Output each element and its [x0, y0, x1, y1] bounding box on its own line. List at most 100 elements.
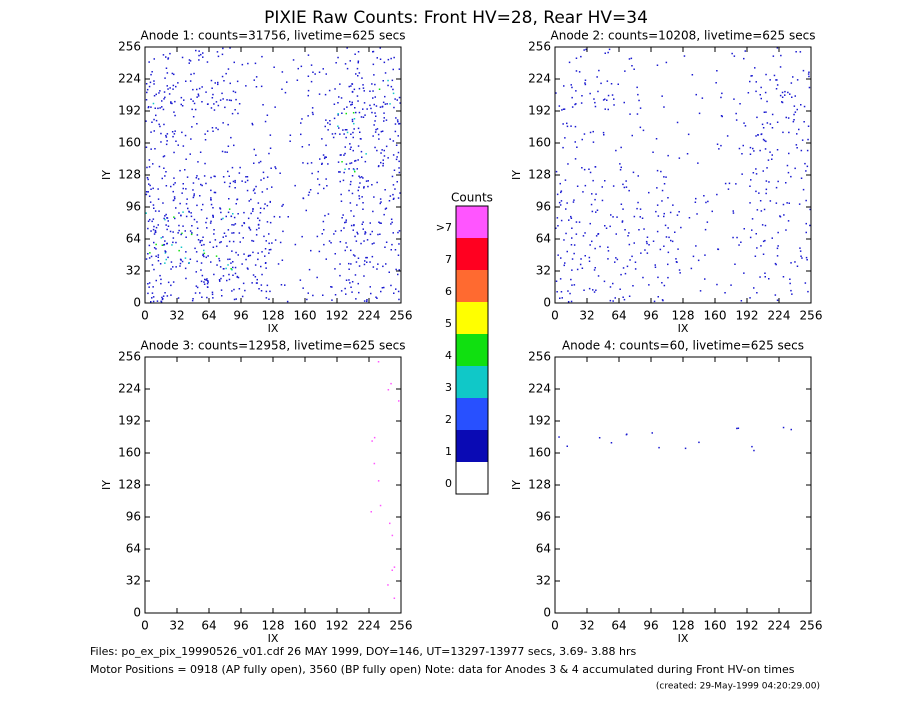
count-dot	[316, 235, 319, 238]
count-dot	[317, 192, 319, 195]
count-dot	[227, 258, 229, 261]
count-dot	[706, 221, 709, 223]
count-dot	[351, 120, 354, 123]
count-dot	[785, 229, 787, 231]
count-dot	[655, 138, 658, 140]
count-dot	[790, 175, 792, 178]
count-dot	[656, 230, 659, 233]
count-dot	[216, 264, 218, 266]
count-dot	[179, 258, 182, 261]
count-dot	[362, 116, 365, 118]
count-dot	[637, 201, 639, 204]
count-dot	[375, 115, 377, 117]
count-dot	[243, 253, 245, 255]
count-dot	[750, 179, 752, 181]
count-dot	[302, 287, 304, 289]
count-dot	[563, 108, 566, 110]
count-dot	[294, 243, 297, 246]
count-dot	[152, 102, 155, 105]
count-dot	[639, 216, 641, 218]
count-dot	[358, 186, 360, 188]
density-cell	[619, 272, 650, 301]
y-axis-label: IY	[510, 170, 523, 180]
count-dot	[349, 162, 351, 165]
count-dot	[235, 298, 237, 300]
count-dot	[307, 115, 309, 117]
count-dot	[178, 249, 180, 252]
density-cell	[749, 146, 779, 175]
count-dot	[759, 149, 761, 152]
count-dot	[601, 186, 603, 188]
count-dot	[154, 231, 157, 234]
count-dot	[607, 108, 609, 111]
count-dot	[148, 183, 150, 185]
count-dot	[356, 67, 359, 70]
count-dot	[781, 101, 783, 103]
count-dot	[375, 128, 377, 131]
count-dot	[205, 279, 207, 281]
count-dot	[252, 251, 254, 254]
count-dot	[348, 168, 350, 170]
count-dot	[760, 133, 762, 136]
count-dot	[277, 263, 280, 265]
count-dot	[364, 231, 366, 233]
count-dot	[252, 189, 255, 192]
count-dot	[559, 182, 561, 185]
count-dot	[165, 258, 167, 261]
count-dot	[616, 258, 619, 261]
count-dot	[566, 122, 568, 125]
count-dot	[353, 169, 356, 171]
density-cell	[750, 47, 779, 77]
count-dot	[199, 151, 202, 153]
count-dot	[363, 300, 366, 302]
count-dot	[260, 85, 263, 88]
density-cell	[377, 361, 392, 385]
count-dot	[154, 229, 157, 232]
count-dot	[383, 149, 385, 152]
count-dot	[391, 79, 394, 82]
count-dot	[255, 185, 257, 188]
count-dot	[323, 187, 325, 190]
count-dot	[188, 62, 190, 64]
count-dot	[163, 155, 166, 157]
count-dot	[193, 72, 195, 75]
count-dot	[153, 233, 156, 235]
count-dot	[215, 101, 218, 103]
count-dot	[654, 264, 656, 266]
count-dot	[197, 239, 200, 241]
density-cell	[779, 208, 811, 234]
count-dot	[343, 227, 345, 229]
count-dot	[310, 162, 313, 164]
count-dot	[570, 215, 572, 218]
count-dot	[281, 71, 284, 73]
count-dot	[193, 194, 195, 197]
count-dot	[376, 149, 378, 152]
count-dot	[755, 168, 757, 170]
count-dot	[397, 197, 400, 199]
count-dot	[363, 186, 365, 188]
count-dot	[253, 148, 255, 151]
count-dot	[383, 286, 385, 289]
count-dot	[730, 284, 732, 286]
count-dot	[648, 284, 650, 286]
count-dot	[145, 146, 148, 148]
count-dot	[678, 157, 681, 159]
count-dot	[317, 170, 319, 173]
count-dot	[580, 258, 582, 260]
count-dot	[376, 181, 378, 184]
density-cell	[369, 207, 401, 236]
count-dot	[589, 222, 591, 225]
count-dot	[185, 215, 188, 218]
count-dot	[776, 121, 779, 123]
count-dot	[237, 112, 239, 115]
count-dot	[164, 240, 166, 242]
count-dot	[670, 239, 672, 242]
count-dot	[351, 291, 353, 293]
count-dot	[202, 52, 204, 54]
count-dot	[562, 146, 564, 149]
count-dot	[161, 106, 163, 108]
density-cell	[373, 462, 380, 482]
count-dot	[350, 286, 352, 288]
density-cell	[782, 175, 807, 206]
count-dot	[796, 133, 798, 135]
